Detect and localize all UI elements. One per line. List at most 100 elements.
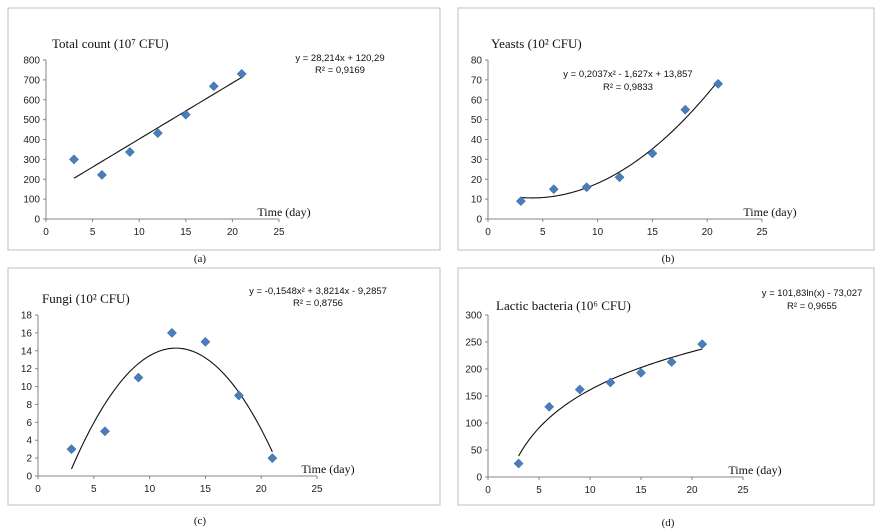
r-squared-label: R² = 0,9169 (315, 65, 365, 76)
data-point (66, 444, 77, 455)
trendline-equation: y = -0,1548x² + 3,8214x - 9,2857 (249, 286, 387, 297)
chart-title: Total count (10⁷ CFU) (52, 36, 169, 51)
data-point (697, 339, 708, 350)
y-tick-label: 14 (21, 346, 33, 357)
x-tick-label: 0 (485, 227, 491, 238)
y-tick-label: 50 (471, 446, 483, 457)
trendline-equation: y = 28,214x + 120,29 (295, 53, 384, 64)
data-point (267, 453, 278, 464)
x-tick-label: 15 (635, 485, 647, 496)
x-tick-label: 5 (540, 227, 546, 238)
chart-panel-d: 0 50 100 150 200 250 300 0 5 10 15 20 25 Lactic bacte… (457, 267, 875, 529)
y-tick-label: 200 (23, 175, 40, 186)
data-point (236, 68, 247, 79)
data-point (100, 426, 110, 437)
data-point (124, 147, 135, 157)
x-tick-label: 20 (686, 485, 698, 496)
data-point (96, 169, 107, 180)
data-point (515, 196, 526, 207)
y-tick-label: 0 (476, 473, 482, 484)
data-point (581, 182, 592, 193)
data-point (513, 458, 524, 469)
y-tick-label: 0 (476, 215, 482, 226)
y-tick-label: 600 (23, 95, 40, 106)
y-tick-label: 0 (26, 472, 32, 483)
chart-frame (7, 267, 441, 506)
y-tick-label: 0 (34, 215, 40, 226)
y-tick-label: 50 (471, 115, 483, 126)
data-point (605, 377, 616, 388)
y-tick-label: 60 (471, 95, 483, 106)
chart-title: Fungi (10² CFU) (42, 291, 130, 306)
data-point (133, 372, 144, 383)
data-point (647, 148, 658, 159)
data-point (544, 401, 555, 412)
y-tick-label: 400 (23, 135, 40, 146)
y-tick-label: 6 (26, 418, 32, 429)
trendline (520, 80, 719, 199)
x-tick-label: 5 (536, 485, 542, 496)
trendline (73, 76, 243, 179)
y-tick-label: 250 (465, 338, 482, 349)
x-axis-label: Time (day) (728, 463, 781, 477)
x-tick-label: 5 (90, 227, 96, 238)
y-tick-label: 150 (465, 392, 482, 403)
data-point (233, 390, 244, 401)
x-tick-label: 10 (144, 484, 156, 495)
y-tick-label: 700 (23, 75, 40, 86)
x-tick-label: 25 (756, 227, 768, 238)
x-tick-label: 0 (43, 227, 49, 238)
x-tick-label: 20 (256, 484, 268, 495)
data-point (69, 154, 79, 165)
y-tick-label: 2 (26, 454, 32, 465)
y-tick-label: 40 (471, 135, 483, 146)
panel-label: (a) (194, 253, 207, 265)
y-tick-label: 10 (21, 382, 33, 393)
chart-frame (457, 267, 875, 506)
r-squared-label: R² = 0,9655 (787, 301, 837, 312)
x-tick-label: 15 (647, 227, 659, 238)
y-tick-label: 16 (21, 328, 33, 339)
chart-title: Lactic bacteria (10⁶ CFU) (496, 298, 631, 313)
x-tick-label: 0 (35, 484, 41, 495)
data-point (152, 128, 163, 139)
y-tick-label: 4 (26, 436, 32, 447)
data-point (574, 384, 585, 395)
data-point (180, 109, 191, 120)
x-axis-label: Time (day) (743, 205, 796, 219)
x-tick-label: 5 (91, 484, 97, 495)
x-tick-label: 15 (200, 484, 212, 495)
x-tick-label: 25 (737, 485, 749, 496)
y-tick-label: 800 (23, 56, 40, 67)
x-tick-label: 10 (584, 485, 596, 496)
x-tick-label: 15 (180, 227, 192, 238)
x-axis-label: Time (day) (257, 205, 310, 219)
data-point (548, 184, 559, 195)
x-tick-label: 25 (273, 227, 285, 238)
panel-label: (d) (662, 517, 675, 529)
data-point (208, 81, 219, 92)
chart-panel-b: 0 10 20 30 40 50 60 70 80 0 5 10 15 20 25 Yeasts (10² C… (457, 7, 875, 265)
chart-title: Yeasts (10² CFU) (491, 36, 582, 51)
y-tick-label: 80 (471, 56, 483, 67)
y-tick-label: 100 (23, 195, 40, 206)
y-tick-label: 200 (465, 365, 482, 376)
panel-label: (b) (662, 253, 675, 265)
x-tick-label: 25 (311, 484, 323, 495)
data-point (666, 357, 677, 367)
x-axis-label: Time (day) (301, 462, 354, 476)
trendline-equation: y = 0,2037x² - 1,627x + 13,857 (563, 69, 692, 80)
y-tick-label: 20 (471, 175, 483, 186)
chart-frame (457, 7, 875, 251)
x-tick-label: 20 (227, 227, 239, 238)
data-point (166, 327, 177, 338)
chart-panel-a: 0 100 200 300 400 500 600 700 800 0 5 10 15 20 25 Total… (7, 7, 441, 265)
x-tick-label: 10 (592, 227, 604, 238)
chart-frame (7, 7, 441, 251)
y-tick-label: 8 (26, 400, 32, 411)
chart-panel-c: 0 2 4 6 8 10 12 14 16 18 0 5 10 15 20 25 Fungi (10² CFU)… (7, 267, 441, 527)
r-squared-label: R² = 0,8756 (293, 298, 343, 309)
x-tick-label: 0 (485, 485, 491, 496)
trendline-equation: y = 101,83ln(x) - 73,027 (762, 288, 863, 299)
